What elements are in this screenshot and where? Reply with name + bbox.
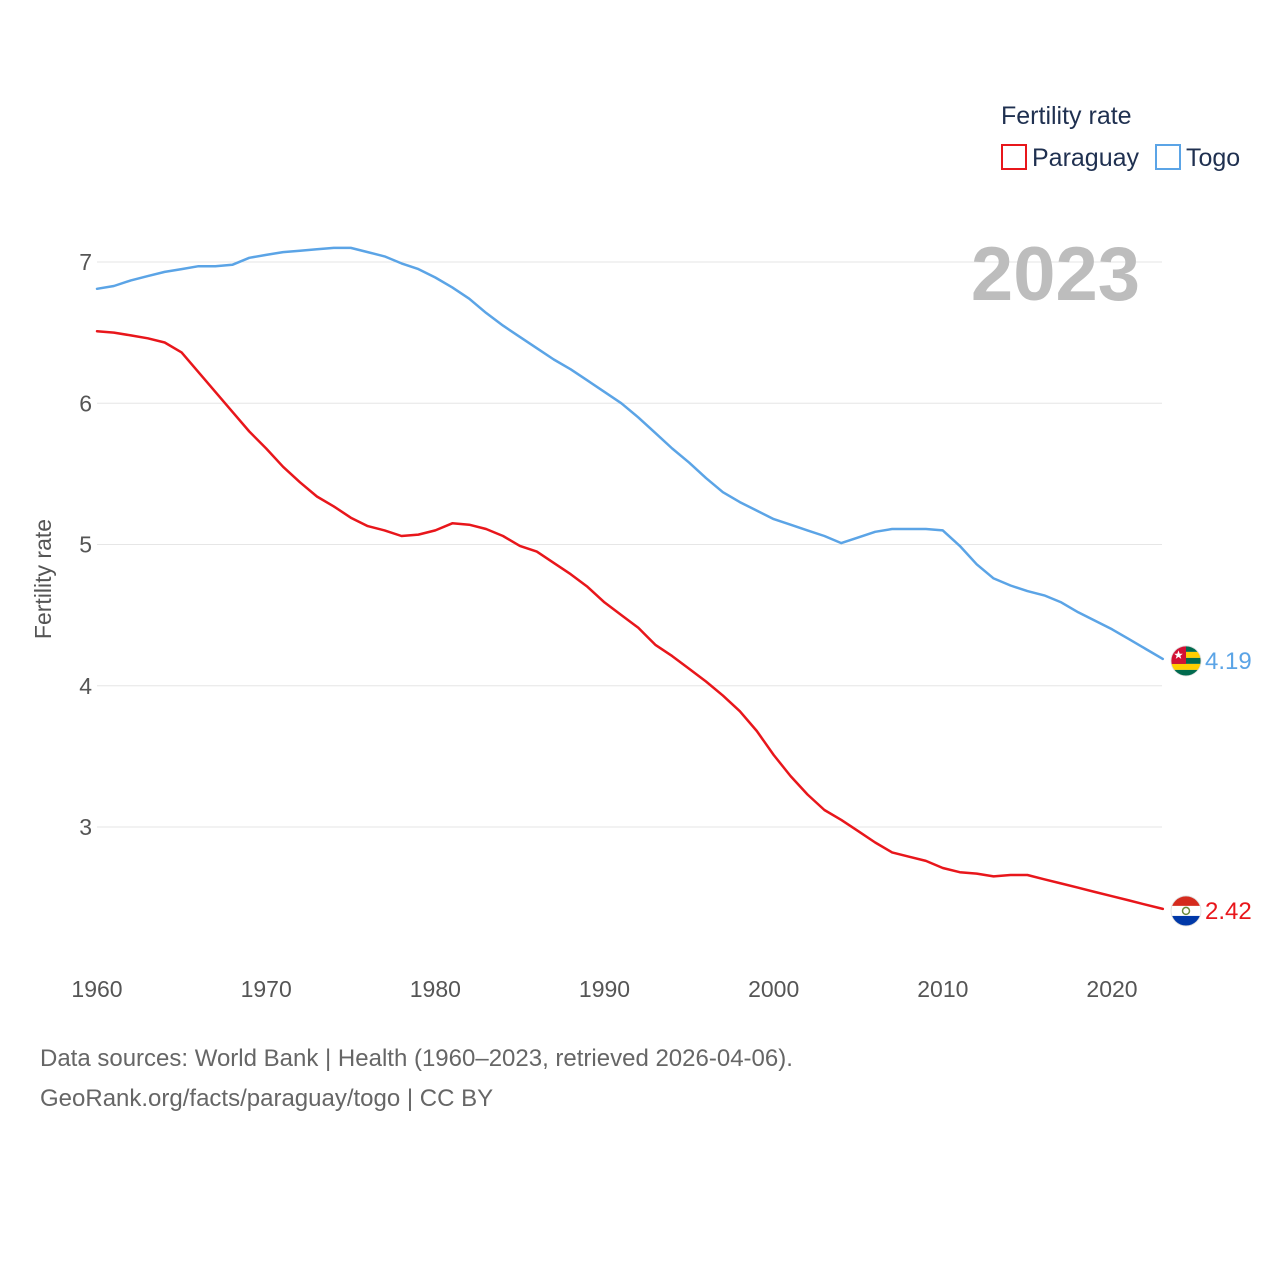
- x-tick-label-2010: 2010: [917, 976, 968, 1002]
- y-tick-label-6: 6: [79, 390, 92, 416]
- y-axis-label: Fertility rate: [30, 519, 56, 639]
- legend-swatch-togo: [1155, 144, 1181, 170]
- series-end-markers: 2.42 4.19: [1170, 645, 1252, 927]
- x-axis-ticks: 1960 1970 1980 1990 2000 2010 2020: [71, 976, 1137, 1002]
- end-value-label-togo: 4.19: [1205, 648, 1252, 675]
- paraguay-flag-icon: [1171, 895, 1201, 926]
- y-tick-label-7: 7: [79, 249, 92, 275]
- series-lines: [95, 246, 1165, 911]
- legend-label-paraguay: Paraguay: [1032, 144, 1140, 172]
- legend-swatch-paraguay: [1001, 144, 1027, 170]
- y-tick-label-4: 4: [79, 673, 92, 699]
- x-tick-label-1990: 1990: [579, 976, 630, 1002]
- x-tick-label-1960: 1960: [71, 976, 122, 1002]
- y-tick-label-5: 5: [79, 532, 92, 558]
- series-line-togo: [95, 246, 1165, 661]
- footer-source-url: GeoRank.org/facts/paraguay/togo | CC BY: [40, 1085, 494, 1112]
- y-axis-ticks: 3 4 5 6 7: [79, 249, 92, 840]
- x-tick-label-1970: 1970: [241, 976, 292, 1002]
- end-value-label-paraguay: 2.42: [1205, 898, 1252, 925]
- x-tick-label-2000: 2000: [748, 976, 799, 1002]
- x-tick-label-1980: 1980: [410, 976, 461, 1002]
- footer-data-sources: Data sources: World Bank | Health (1960–…: [40, 1045, 793, 1072]
- gridlines: [97, 261, 1162, 828]
- series-line-paraguay: [95, 329, 1165, 911]
- legend-title: Fertility rate: [1001, 102, 1132, 130]
- legend-label-togo: Togo: [1186, 144, 1240, 172]
- x-tick-label-2020: 2020: [1086, 976, 1137, 1002]
- y-tick-label-3: 3: [79, 814, 92, 840]
- legend: Fertility rate Paraguay Togo: [1001, 102, 1240, 172]
- current-year-display: 2023: [971, 232, 1140, 317]
